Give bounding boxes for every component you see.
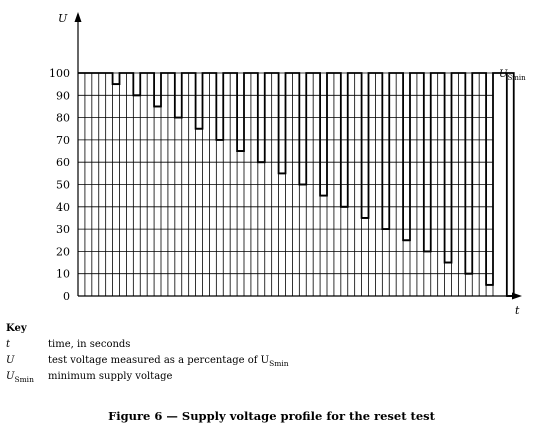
y-tick-label: 0 xyxy=(63,290,70,303)
key-symbol: USmin xyxy=(6,371,34,384)
y-tick-labels: 0 10 20 30 40 50 60 70 80 90 100 xyxy=(49,67,70,303)
usmin-label: USmin xyxy=(499,69,526,82)
key-description: minimum supply voltage xyxy=(48,371,173,382)
key-symbol: t xyxy=(6,339,11,350)
y-axis-arrow xyxy=(74,12,82,22)
y-tick-label: 40 xyxy=(56,201,70,214)
usmin-label-sub: Smin xyxy=(507,74,526,82)
y-tick-label: 30 xyxy=(56,223,70,236)
key-description: time, in seconds xyxy=(48,339,131,350)
y-tick-label: 10 xyxy=(56,268,70,281)
key-symbol: U xyxy=(6,355,15,366)
y-tick-label: 50 xyxy=(56,179,70,192)
figure-caption: Figure 6 — Supply voltage profile for th… xyxy=(108,409,435,423)
y-tick-label: 60 xyxy=(56,156,70,169)
x-axis-arrow xyxy=(512,292,522,300)
usmin-label-symbol: U xyxy=(499,69,508,80)
axes xyxy=(74,12,522,300)
y-tick-label: 90 xyxy=(56,89,70,102)
dip-profile xyxy=(78,72,515,297)
y-tick-label: 20 xyxy=(56,245,70,258)
key-title: Key xyxy=(6,323,27,334)
key-description-sub: Smin xyxy=(269,359,289,368)
y-axis-label: U xyxy=(58,12,68,25)
key-description: test voltage measured as a percentage of… xyxy=(48,355,289,368)
y-tick-label: 70 xyxy=(56,134,70,147)
y-tick-label: 100 xyxy=(49,67,70,80)
x-axis-label: t xyxy=(515,304,520,317)
key-symbol-sub: Smin xyxy=(14,375,34,384)
y-tick-label: 80 xyxy=(56,112,70,125)
voltage-line xyxy=(78,72,515,297)
